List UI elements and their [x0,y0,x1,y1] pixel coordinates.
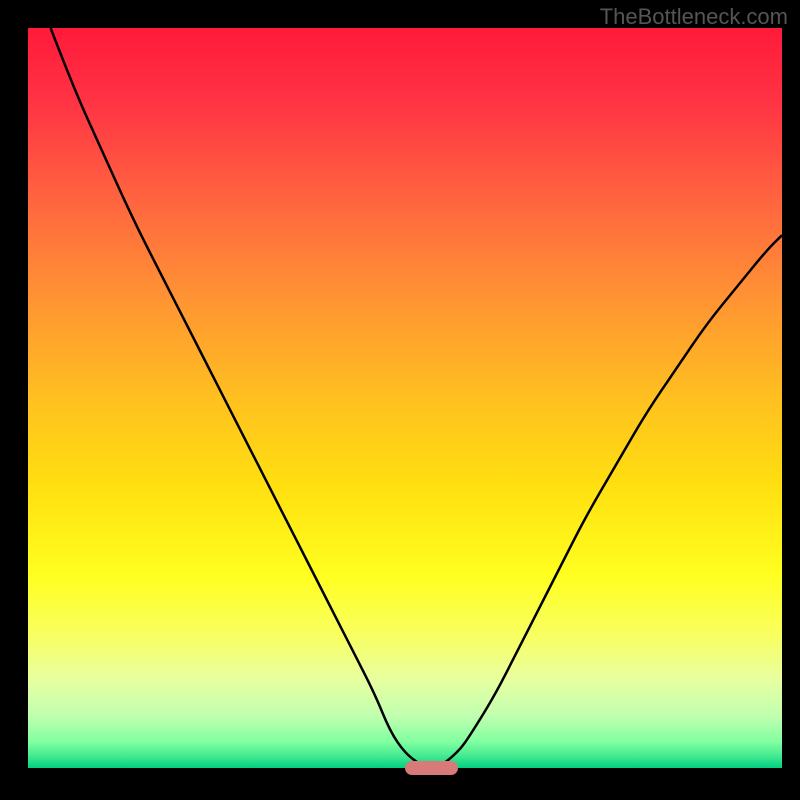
bottleneck-curves [28,28,782,768]
right-curve [443,235,782,764]
watermark-text: TheBottleneck.com [600,4,788,30]
target-marker [405,761,458,775]
plot-area [28,28,782,768]
left-curve [51,28,420,764]
